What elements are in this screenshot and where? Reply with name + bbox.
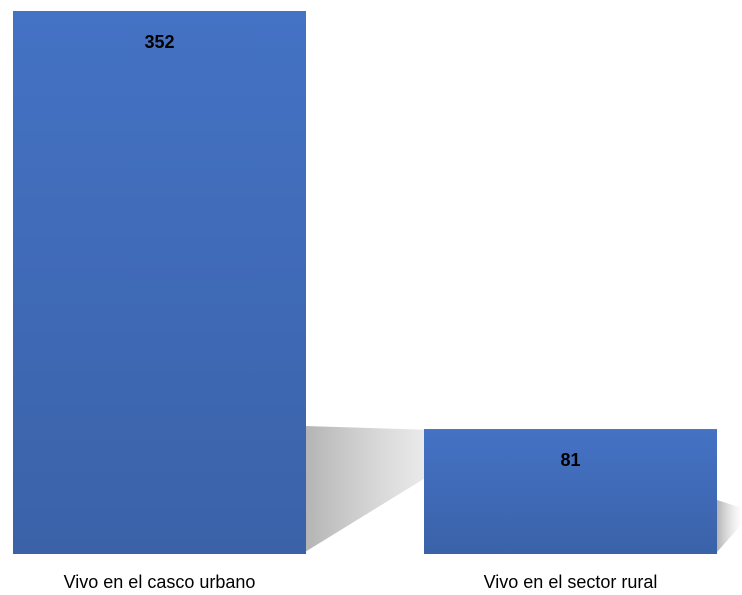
data-label: 352 [144,32,174,52]
x-tick-label: Vivo en el sector rural [484,572,658,592]
bar-shade [13,11,306,554]
x-tick-label: Vivo en el casco urbano [64,572,256,592]
bar-shadow [717,500,742,552]
data-label: 81 [560,450,580,470]
bar-shade [424,429,717,554]
